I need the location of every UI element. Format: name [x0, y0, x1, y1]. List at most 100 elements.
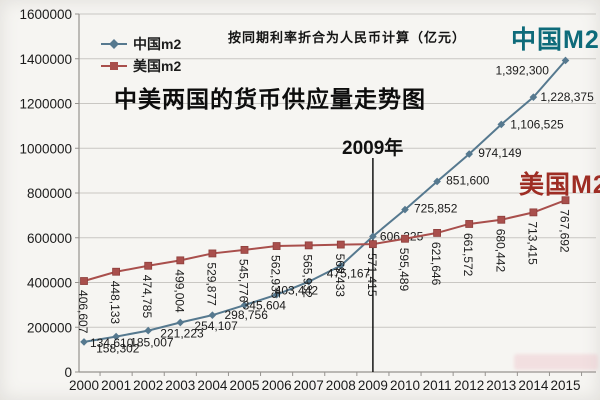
us-line-marker-icon — [101, 62, 127, 70]
data-point — [240, 245, 249, 254]
legend-item-china-m2: 中国m2 — [100, 34, 181, 54]
data-label: 713,415 — [525, 221, 539, 265]
data-label: 499,004 — [172, 269, 186, 313]
data-label: 569,433 — [333, 254, 347, 298]
data-point — [497, 215, 506, 224]
data-point — [80, 277, 88, 285]
data-point — [336, 261, 345, 270]
data-label: 1,106,525 — [510, 117, 564, 131]
y-axis-labels: 1600000 1400000 1200000 1000000 800000 600000… — [19, 7, 72, 380]
x-tick-label: 2002 — [133, 378, 163, 393]
x-tick-label: 2004 — [197, 378, 228, 393]
legend-label-china: 中国m2 — [133, 36, 182, 52]
data-point — [336, 240, 345, 249]
us-m2-callout: 美国M2 — [519, 171, 600, 199]
data-labels-us-m2: 406,607 448,133 474,785 499,004 529,877 545,7… — [76, 209, 572, 333]
data-point — [144, 261, 153, 270]
data-label: 254,107 — [194, 319, 238, 333]
y-tick-label: 200000 — [27, 320, 72, 335]
data-point — [176, 256, 185, 265]
data-label: 661,572 — [461, 233, 475, 277]
data-point — [529, 93, 538, 101]
chart-title: 中美两国的货币供应量走势图 — [114, 86, 426, 112]
legend-label-us: 美国m2 — [133, 58, 182, 74]
y-tick-label: 0 — [64, 365, 72, 380]
x-tick-label: 2011 — [423, 378, 452, 393]
legend-item-us-m2: 美国m2 — [100, 56, 181, 76]
data-label: 562,935 — [269, 255, 283, 299]
data-label: 221,223 — [160, 327, 204, 341]
china-line-marker-icon — [101, 39, 127, 49]
data-label: 474,785 — [140, 275, 154, 319]
data-label: 571,415 — [365, 253, 379, 297]
data-label: 185,007 — [130, 336, 174, 350]
data-point — [561, 196, 570, 205]
x-tick-label: 2006 — [262, 378, 292, 393]
x-tick-label: 2010 — [390, 378, 420, 393]
data-point — [208, 249, 217, 258]
series-line — [83, 199, 566, 282]
data-label: 448,133 — [108, 281, 122, 325]
data-label: 595,489 — [397, 248, 411, 292]
data-point — [529, 208, 538, 217]
legend: 中国m2 美国m2 — [100, 34, 181, 76]
y-tick-label: 1200000 — [19, 97, 72, 112]
data-point — [304, 277, 313, 286]
data-point — [465, 220, 474, 228]
data-point — [561, 56, 570, 65]
data-point — [112, 332, 120, 341]
data-label: 403,442 — [275, 284, 319, 298]
data-point — [401, 234, 409, 243]
data-label: 345,604 — [243, 299, 287, 313]
x-axis-labels: 2000 2001 2002 2003 2004 2005 2006 2007 2008 2009… — [69, 372, 583, 393]
x-tick-label: 2007 — [294, 378, 324, 393]
data-label: 851,600 — [446, 173, 490, 187]
y-tick-label: 1400000 — [19, 52, 72, 67]
data-point — [112, 267, 120, 276]
x-tick-label: 2003 — [165, 378, 195, 393]
data-labels-china-m2: 134,610158,302185,007221,223254,107298,7… — [90, 63, 594, 355]
data-label: 565,932 — [301, 254, 315, 298]
data-label: 158,302 — [96, 342, 140, 356]
y-tick-label: 1600000 — [19, 7, 72, 22]
data-point — [80, 338, 88, 346]
data-point — [144, 326, 153, 335]
series-us-m2 — [80, 196, 570, 285]
data-point — [176, 318, 185, 327]
y-tick-label: 600000 — [27, 231, 72, 246]
chart-subtitle: 按同期利率折合为人民币计算（亿元） — [228, 30, 467, 45]
data-label: 298,756 — [225, 308, 269, 322]
data-label: 545,776 — [237, 259, 251, 303]
x-tick-label: 2012 — [454, 378, 484, 393]
data-label: 1,228,375 — [540, 90, 594, 104]
y-tick-label: 400000 — [27, 276, 72, 291]
data-point — [240, 301, 249, 309]
data-label: 475,167 — [327, 267, 371, 281]
x-tick-label: 2008 — [326, 378, 356, 393]
data-label: 406,607 — [76, 290, 90, 334]
data-label: 767,692 — [558, 209, 572, 253]
data-point — [401, 205, 409, 214]
china-m2-callout: 中国M2 — [511, 26, 600, 54]
x-tick-label: 2014 — [518, 378, 549, 393]
data-point — [368, 240, 377, 249]
data-label: 529,877 — [204, 262, 218, 306]
data-label: 1,392,300 — [496, 63, 550, 77]
x-tick-label: 2001 — [101, 378, 131, 393]
x-tick-label: 2009 — [358, 378, 388, 393]
x-tick-label: 2000 — [69, 378, 99, 393]
data-label: 680,442 — [493, 229, 507, 273]
data-point — [208, 311, 217, 319]
data-label: 974,149 — [478, 146, 522, 160]
data-label: 134,610 — [90, 336, 134, 350]
y-tick-label: 1000000 — [19, 141, 72, 156]
series-line — [83, 59, 567, 343]
data-point — [433, 229, 442, 237]
data-point — [272, 242, 281, 250]
x-tick-label: 2015 — [550, 378, 580, 393]
data-point — [304, 241, 313, 250]
annotation-2009-label: 2009年 — [342, 138, 404, 159]
y-tick-label: 800000 — [27, 186, 72, 201]
